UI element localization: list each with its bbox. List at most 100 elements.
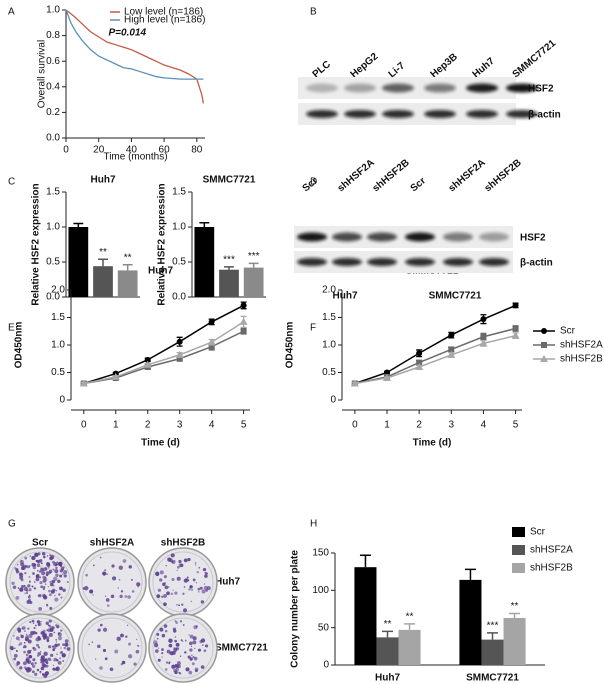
colony: [189, 648, 193, 652]
colony: [178, 604, 180, 607]
blot-band: [424, 110, 456, 118]
colony: [31, 664, 36, 669]
colony: [62, 573, 64, 575]
colony: [109, 667, 114, 672]
legend-label: High level (n=186): [124, 15, 205, 26]
colony: [43, 555, 46, 559]
colony: [114, 649, 119, 654]
colony: [191, 588, 194, 591]
colony: [106, 604, 110, 607]
colony: [197, 648, 202, 652]
colony: [48, 619, 52, 623]
bar: [459, 579, 482, 665]
colony: [175, 642, 180, 647]
y-tick-label: 100: [312, 585, 329, 596]
bar: [503, 617, 526, 665]
colony: [39, 650, 42, 653]
colony: [47, 585, 50, 588]
colony: [179, 620, 183, 623]
colony: [53, 562, 58, 567]
y-tick-label: 1.0: [322, 340, 336, 351]
marker: [239, 317, 248, 325]
blot-band: [466, 83, 498, 93]
bar: [354, 567, 377, 665]
colony: [166, 591, 170, 596]
colony: [33, 587, 37, 590]
colony: [122, 559, 127, 563]
x-tick-label: 40: [126, 145, 138, 156]
colony: [48, 589, 51, 593]
y-tick-label: 0.4: [46, 81, 60, 92]
colony: [163, 602, 167, 607]
error-bar: [248, 262, 259, 268]
marker: [176, 338, 183, 345]
colony: [128, 565, 132, 569]
blot-band: [382, 110, 414, 118]
y-tick-label: 1.5: [172, 187, 186, 198]
colony: [38, 606, 43, 611]
colony: [63, 570, 68, 575]
colony: [34, 624, 37, 627]
colony: [28, 654, 33, 659]
y-axis-label: OD450nm: [14, 322, 25, 369]
colony: [135, 649, 140, 654]
colony: [27, 627, 30, 630]
x-axis-label: Time (d): [413, 438, 452, 449]
colony: [195, 582, 198, 584]
x-tick-label: 0: [352, 420, 358, 431]
bar: [398, 629, 421, 665]
colony: [104, 569, 107, 572]
colony: [23, 644, 27, 649]
marker: [176, 355, 183, 362]
colony: [163, 575, 167, 579]
colony: [190, 654, 193, 657]
plate-rim: [81, 551, 143, 613]
colony: [54, 569, 59, 574]
colony: [37, 570, 39, 572]
colony: [26, 599, 31, 604]
colony: [35, 577, 40, 582]
colony: [25, 653, 29, 657]
blot-band: [344, 83, 376, 93]
x-tick-label: 80: [191, 145, 203, 156]
colony: [176, 576, 181, 581]
x-tick-label: 1: [384, 420, 390, 431]
colony: [21, 585, 25, 588]
colony: [131, 590, 135, 593]
colony: [55, 573, 59, 577]
colony: [192, 656, 195, 659]
blot-band: [506, 110, 538, 118]
plate-rim: [9, 551, 71, 613]
y-tick-label: 2.0: [322, 285, 336, 296]
y-tick-label: 0.5: [51, 367, 65, 378]
colony: [36, 654, 39, 657]
colony: [178, 559, 182, 564]
blot-band: [479, 258, 509, 266]
colony: [175, 664, 180, 669]
colony: [85, 573, 88, 577]
colony: [25, 591, 29, 595]
colony: [164, 585, 169, 590]
colony: [97, 628, 101, 632]
colony: [57, 561, 63, 567]
x-tick-label: 0: [81, 420, 87, 431]
colony: [40, 567, 44, 572]
colony: [38, 594, 42, 598]
panel-label: D: [310, 177, 317, 188]
colony: [188, 588, 191, 591]
series-line: [354, 304, 516, 385]
y-tick-label: 0.5: [46, 257, 60, 268]
error-bar: [199, 222, 210, 227]
blot-band: [405, 258, 435, 266]
colony: [32, 622, 35, 624]
colony: [136, 638, 138, 641]
colony: [43, 664, 47, 668]
colony: [176, 661, 181, 666]
colony: [181, 603, 184, 606]
colony: [187, 579, 190, 582]
colony: [32, 631, 37, 635]
error-bar: [359, 554, 371, 568]
colony: [20, 566, 25, 571]
colony: [82, 587, 86, 590]
colony: [48, 624, 52, 628]
